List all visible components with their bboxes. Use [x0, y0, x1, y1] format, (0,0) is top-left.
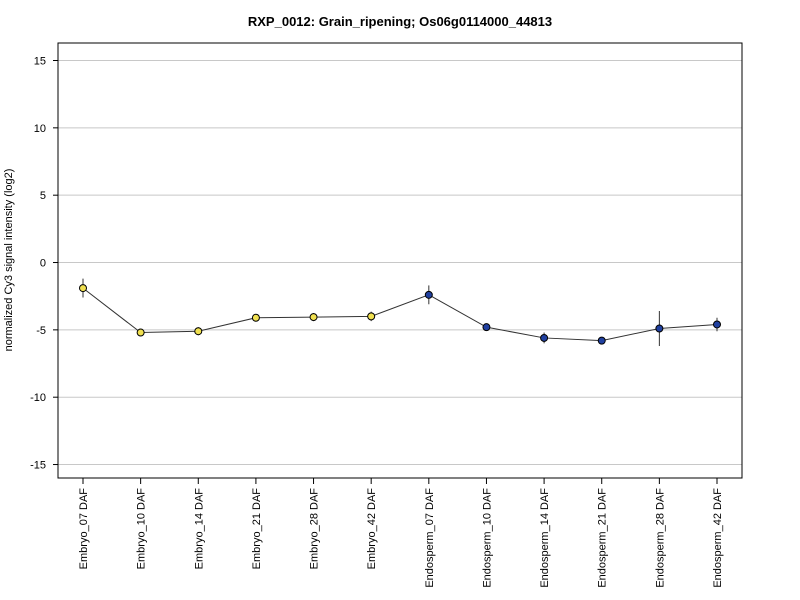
x-tick-label: Embryo_07 DAF	[78, 488, 90, 570]
y-axis-label: normalized Cy3 signal intensity (log2)	[3, 169, 15, 352]
data-point	[309, 313, 318, 322]
data-point	[713, 320, 721, 329]
y-tick-label: 5	[40, 190, 46, 202]
y-axis: 15 10 5 0 -5 -10 -15	[30, 56, 58, 472]
chart-title: RXP_0012: Grain_ripening; Os06g0114000_4…	[248, 14, 552, 29]
x-tick-label: Embryo_28 DAF	[309, 488, 321, 570]
data-point	[367, 312, 376, 321]
x-tick-label: Endosperm_10 DAF	[481, 488, 493, 588]
y-tick-label: 0	[40, 258, 46, 270]
y-tick-label: 15	[34, 56, 46, 68]
x-axis: Embryo_07 DAF Embryo_10 DAF Embryo_14 DAF E…	[78, 478, 724, 588]
y-tick-label: -10	[30, 392, 46, 404]
data-point	[655, 324, 664, 333]
series-line	[82, 287, 718, 342]
data-series	[79, 278, 721, 347]
data-point	[194, 327, 203, 336]
x-tick-label: Embryo_21 DAF	[251, 488, 263, 570]
data-point	[482, 323, 491, 332]
y-tick-label: -15	[30, 460, 46, 472]
gridlines	[58, 60, 742, 466]
x-tick-label: Endosperm_21 DAF	[597, 488, 609, 588]
data-point	[79, 284, 87, 293]
x-tick-label: Endosperm_42 DAF	[712, 488, 724, 588]
x-tick-label: Embryo_42 DAF	[366, 488, 378, 570]
data-point	[424, 290, 433, 299]
x-tick-label: Endosperm_28 DAF	[654, 488, 666, 588]
y-tick-label: -5	[36, 325, 46, 337]
data-point	[597, 336, 606, 345]
x-tick-label: Embryo_14 DAF	[193, 488, 205, 570]
x-tick-label: Endosperm_07 DAF	[424, 488, 436, 588]
x-tick-label: Embryo_10 DAF	[136, 488, 148, 570]
data-point	[136, 328, 145, 337]
y-tick-label: 10	[34, 123, 46, 135]
x-tick-label: Endosperm_14 DAF	[539, 488, 551, 588]
data-point	[251, 313, 260, 322]
plot-frame	[57, 42, 743, 479]
data-point	[540, 333, 549, 342]
